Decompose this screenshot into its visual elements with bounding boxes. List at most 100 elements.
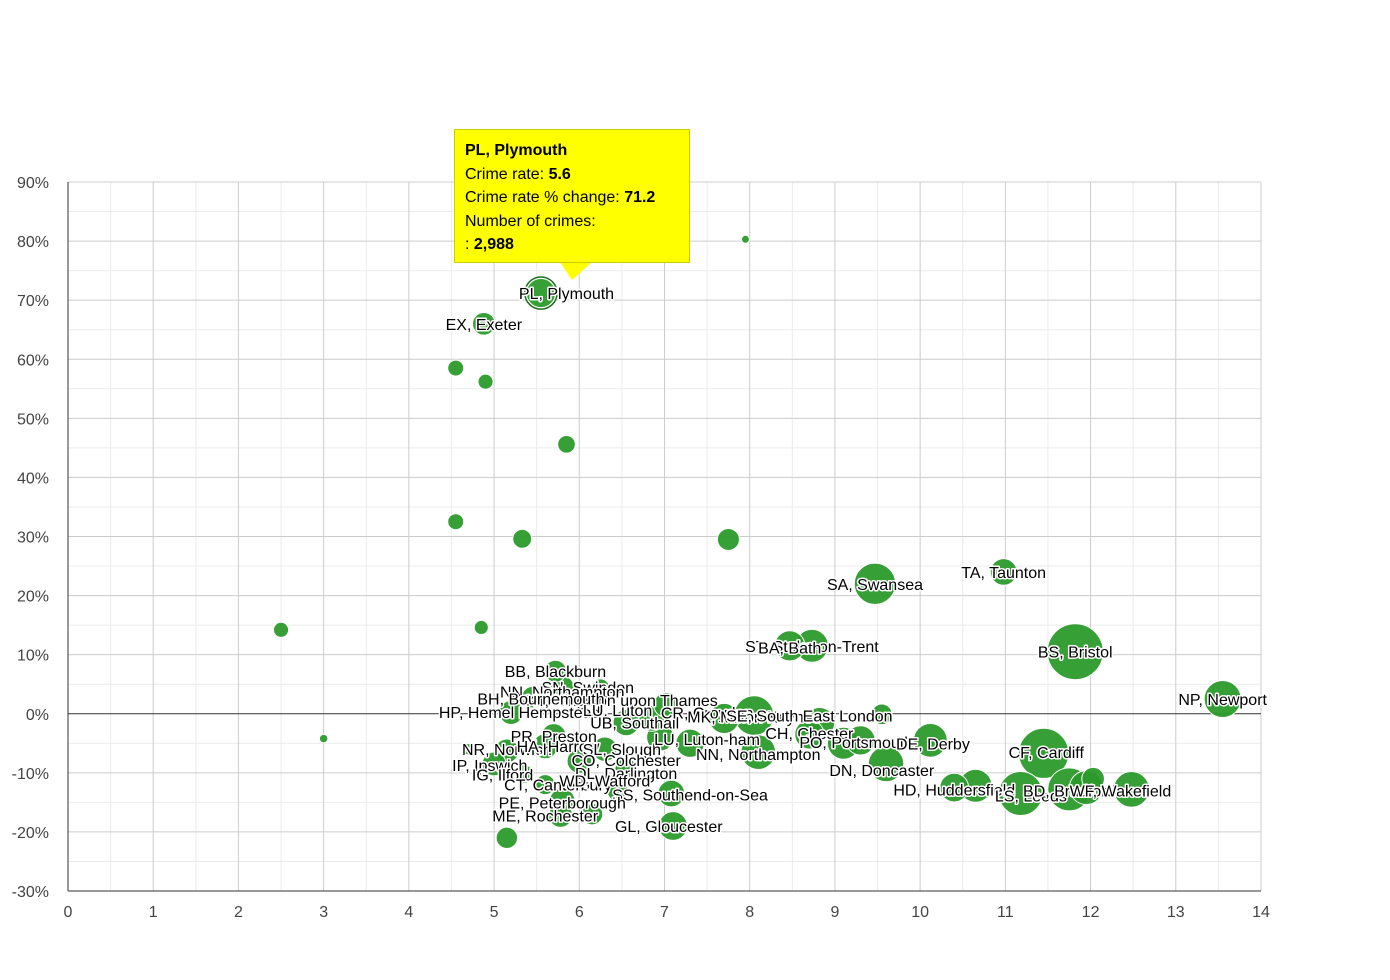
bubble-point[interactable]	[525, 277, 557, 309]
bubble-point[interactable]	[447, 513, 465, 531]
tick-labels: 0 1 2 3 4 5 6 7 8 9 10 11 12 13 14-30%-20%-10%0%10%20%…	[12, 175, 1270, 921]
tooltip-crimes: : 2,988	[465, 233, 679, 257]
bubble-label-halo: CF, Cardiff	[1009, 745, 1085, 762]
tooltip-crimes-value: 2,988	[473, 236, 514, 253]
x-tick-label: 9	[830, 904, 839, 921]
bubble-label: BH, Bournemouth	[477, 691, 604, 708]
bubble-label-halo: PO, Portsmouth	[799, 735, 913, 752]
bubble-label-halo: NN, Northampton	[500, 684, 625, 701]
bubble-point[interactable]	[606, 779, 629, 802]
bubble-point[interactable]	[592, 736, 618, 762]
bubble-point[interactable]	[557, 434, 576, 454]
bubble-point[interactable]	[989, 558, 1018, 586]
bubble-point[interactable]	[462, 743, 475, 756]
bubble-label: DE, Derby	[896, 736, 970, 753]
x-tick-label: 12	[1082, 904, 1100, 921]
bubble-point[interactable]	[1081, 766, 1105, 791]
bubble-point[interactable]	[912, 722, 948, 758]
bubble-point[interactable]	[477, 373, 494, 390]
bubble-point[interactable]	[498, 700, 524, 726]
bubble-label: EX, Exeter	[446, 317, 523, 334]
bubble-label-halo: BD, Bradford	[1023, 784, 1115, 801]
bubble-label: BD, Bradford	[1023, 784, 1115, 801]
y-tick-label: 60%	[17, 352, 49, 369]
bubble-point[interactable]	[853, 562, 897, 605]
y-tick-label: 40%	[17, 470, 49, 487]
tooltip-crimes-label: Number of crimes:	[465, 212, 596, 230]
bubble-point[interactable]	[543, 659, 567, 683]
bubble-point[interactable]	[614, 758, 638, 782]
bubble-point[interactable]	[495, 826, 519, 850]
x-tick-label: 7	[660, 904, 669, 921]
bubble-label: TA, Taunton	[961, 565, 1046, 582]
bubble-label-halo: DL, Darlington	[575, 766, 677, 783]
bubble-label-halo: HD, Huddersfield	[893, 782, 1015, 799]
bubble-point[interactable]	[272, 621, 290, 638]
bubble-point[interactable]	[473, 619, 489, 636]
x-tick-label: 8	[745, 904, 754, 921]
bubble-point[interactable]	[512, 528, 533, 549]
bubble-label-halo: BB, Blackburn	[505, 664, 606, 681]
bubble-point[interactable]	[548, 802, 573, 828]
bubble-label-halo: BH, Bournemouth	[477, 691, 604, 708]
bubble-label: GL, Gloucester	[615, 819, 723, 836]
bubble-label: CH, Chester	[765, 726, 854, 743]
bubble-point[interactable]	[657, 779, 686, 808]
bubble-point[interactable]	[318, 733, 329, 744]
bubble-point[interactable]	[867, 745, 905, 783]
bubble-label: CF, Cardiff	[1009, 745, 1085, 762]
bubble-point[interactable]	[1018, 727, 1070, 779]
y-tick-label: 90%	[17, 175, 49, 192]
bubble-point[interactable]	[740, 234, 750, 244]
bubble-point[interactable]	[1203, 679, 1242, 718]
bubble-label-halo: CR, Croydon	[661, 706, 753, 723]
tooltip-change-value: 71.2	[624, 189, 656, 206]
bubble-label: UB, Southall	[590, 716, 679, 733]
bubble-point[interactable]	[534, 774, 556, 796]
bubble-label: CR, Croydon	[661, 706, 753, 723]
bubble-point[interactable]	[447, 359, 465, 377]
bubble-point[interactable]	[532, 733, 559, 760]
bubble-point[interactable]	[939, 772, 970, 803]
bubble-point[interactable]	[481, 751, 507, 777]
x-tick-label: 0	[64, 904, 73, 921]
tooltip-change: Crime rate % change: 71.2	[465, 186, 679, 210]
x-tick-label: 1	[149, 904, 158, 921]
bubble-label-halo: NP, Newport	[1178, 692, 1267, 709]
tooltip-pointer	[560, 262, 592, 280]
bubble-label-halo: LS, Leeds	[995, 788, 1067, 805]
bubble-label: PO, Portsmouth	[799, 735, 913, 752]
x-tick-label: 13	[1167, 904, 1185, 921]
bubble-point[interactable]	[716, 527, 740, 551]
bubble-point[interactable]	[774, 630, 806, 662]
bubble-point[interactable]	[708, 702, 740, 735]
bubble-point[interactable]	[580, 803, 604, 826]
bubble-point[interactable]	[566, 748, 593, 774]
bubble-point[interactable]	[998, 770, 1044, 817]
bubble-point[interactable]	[740, 734, 777, 770]
bubble-point[interactable]	[1046, 623, 1104, 681]
bubble-point[interactable]	[472, 311, 496, 336]
bubble-label: CO, Colchester	[571, 753, 681, 770]
x-tick-label: 2	[234, 904, 243, 921]
bubble-point[interactable]	[1113, 770, 1150, 808]
bubble-point[interactable]	[845, 725, 876, 756]
bubble-point[interactable]	[653, 691, 680, 718]
bubble-point[interactable]	[675, 728, 705, 758]
bubble-point[interactable]	[514, 764, 534, 784]
bubble-point[interactable]	[521, 686, 544, 709]
bubble-point[interactable]	[591, 678, 610, 698]
bubble-point[interactable]	[870, 703, 893, 726]
x-tick-label: 10	[911, 904, 929, 921]
bubble-label: ST, Stoke-on-Trent	[745, 639, 879, 656]
bubble-label-halo: MK, Milton Keynes	[687, 710, 820, 727]
bubble-label: PE, Peterborough	[499, 795, 626, 812]
bubble-label-halo: PR, Preston	[511, 729, 597, 746]
x-tick-label: 14	[1252, 904, 1270, 921]
bubble-label: SS, Southend-on-Sea	[612, 788, 768, 805]
bubble-label-halo: NN, Northampton	[696, 747, 821, 764]
tooltip-crimes-prefix: :	[465, 236, 474, 253]
bubble-point[interactable]	[794, 719, 825, 750]
bubble-point[interactable]	[658, 811, 688, 841]
